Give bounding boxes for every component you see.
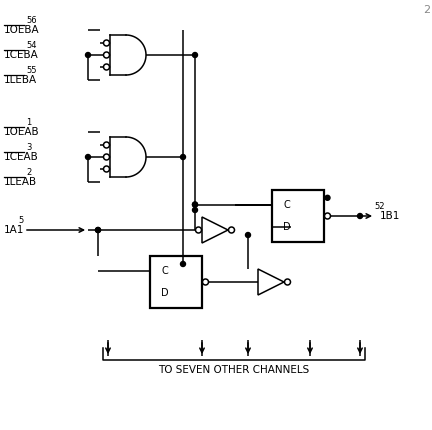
Circle shape <box>193 202 197 207</box>
Circle shape <box>181 261 185 267</box>
Circle shape <box>203 279 209 285</box>
Circle shape <box>193 52 197 58</box>
Text: D: D <box>161 289 168 298</box>
Text: 1LEAB: 1LEAB <box>4 177 37 187</box>
Text: C: C <box>161 266 168 276</box>
Circle shape <box>181 154 185 160</box>
Circle shape <box>193 202 197 207</box>
Circle shape <box>95 227 101 233</box>
Circle shape <box>104 64 109 70</box>
Text: 1CEAB: 1CEAB <box>4 152 39 162</box>
Circle shape <box>95 227 101 233</box>
Text: TO SEVEN OTHER CHANNELS: TO SEVEN OTHER CHANNELS <box>159 365 310 375</box>
Circle shape <box>104 40 109 46</box>
Circle shape <box>324 213 330 219</box>
Text: 1A1: 1A1 <box>4 225 24 235</box>
Circle shape <box>104 166 109 172</box>
Text: 2: 2 <box>423 5 430 15</box>
Circle shape <box>229 227 235 233</box>
Circle shape <box>104 154 109 160</box>
Circle shape <box>86 154 90 160</box>
Circle shape <box>86 52 90 58</box>
Text: 1OEBA: 1OEBA <box>4 25 40 35</box>
Text: 1CEBA: 1CEBA <box>4 50 39 60</box>
Text: 56: 56 <box>26 16 37 25</box>
Text: 52: 52 <box>374 202 384 211</box>
Circle shape <box>104 142 109 148</box>
Text: 5: 5 <box>18 216 23 225</box>
Text: 2: 2 <box>26 168 31 177</box>
Circle shape <box>196 227 201 233</box>
Circle shape <box>104 52 109 58</box>
Text: 54: 54 <box>26 41 37 50</box>
Text: 55: 55 <box>26 66 37 75</box>
Circle shape <box>193 208 197 212</box>
Text: C: C <box>283 200 290 209</box>
Circle shape <box>245 233 251 237</box>
Circle shape <box>325 195 330 200</box>
Circle shape <box>358 214 362 218</box>
Circle shape <box>285 279 290 285</box>
Bar <box>272 190 324 242</box>
Bar <box>150 256 202 308</box>
Text: 3: 3 <box>26 143 32 152</box>
Text: 1LEBA: 1LEBA <box>4 75 37 85</box>
Text: 1: 1 <box>26 118 31 127</box>
Text: 1OEAB: 1OEAB <box>4 127 40 137</box>
Text: D: D <box>283 222 290 233</box>
Text: 1B1: 1B1 <box>380 211 400 221</box>
